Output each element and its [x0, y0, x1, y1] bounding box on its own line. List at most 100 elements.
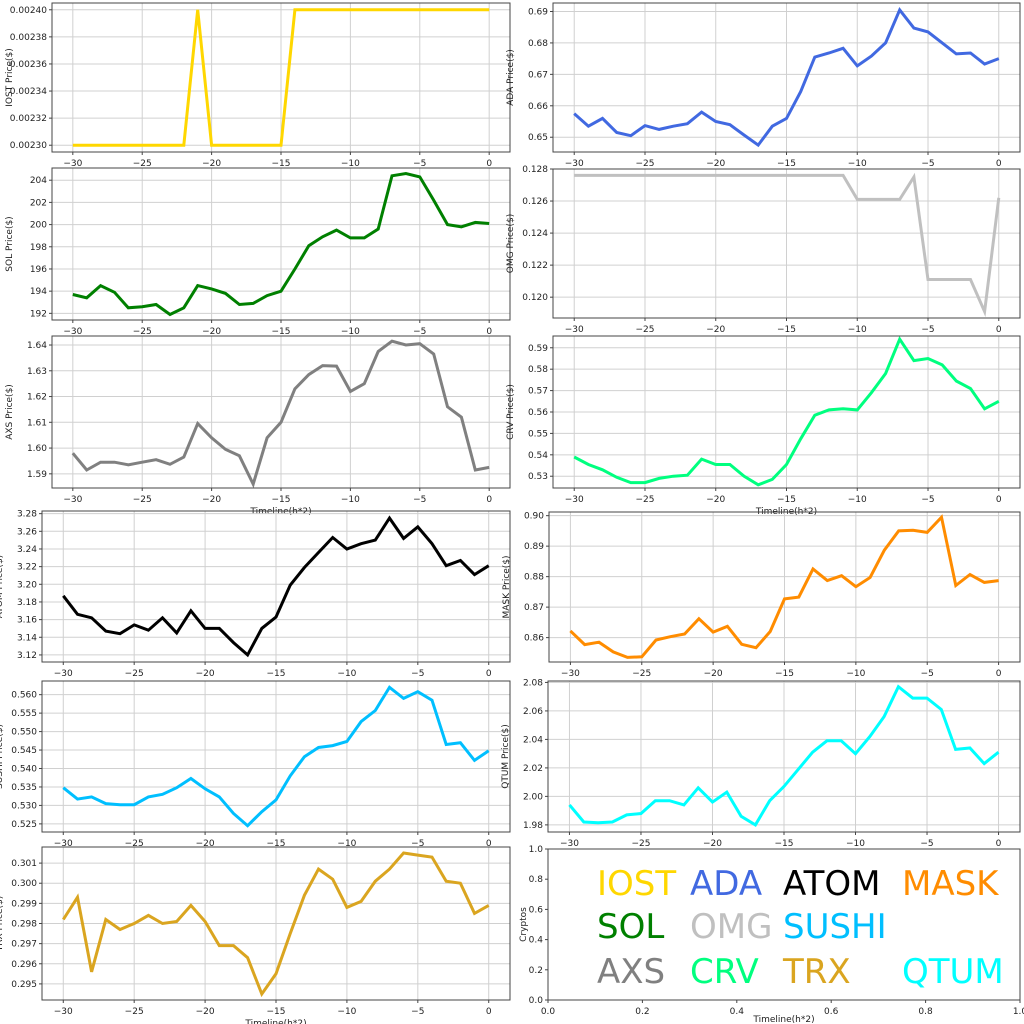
x-tick-label: −10	[337, 839, 356, 849]
x-tick-label: −5	[413, 159, 426, 169]
subplot-ada: −30 −25 −20 −15 −10 −5 0 0.65 0.66 0.67 0.68 0.69 AD…	[506, 2, 1021, 169]
y-tick-label: 0.550	[11, 728, 37, 738]
subplot-axs: −30 −25 −20 −15 −10 −5 0 1.59 1.60 1.61 1.62 1.63 1.…	[5, 335, 511, 517]
y-tick-label: 2.08	[523, 678, 543, 688]
x-tick-label: 0.0	[541, 1007, 556, 1017]
x-tick-label: 0	[996, 669, 1002, 679]
x-tick-label: −5	[413, 327, 426, 337]
x-tick-label: −10	[848, 159, 867, 169]
subplot-sol: −30 −25 −20 −15 −10 −5 0 192 194 196 198 200 202 204 S…	[5, 167, 511, 337]
y-tick-label: 1.62	[27, 393, 47, 403]
legend-entry-sol: SOL	[597, 907, 664, 947]
x-tick-label: −15	[272, 495, 291, 505]
y-tick-label: 0.525	[11, 820, 37, 830]
y-tick-label: 3.18	[17, 598, 37, 608]
x-tick-label: −25	[632, 669, 651, 679]
y-tick-label: 0.66	[528, 102, 548, 112]
y-tick-label: 0.545	[11, 746, 37, 756]
x-tick-label: 0	[996, 495, 1002, 505]
subplot-atom: −30 −25 −20 −15 −10 −5 0 3.12 3.14 3.16 3.18 3.20 3.…	[0, 510, 511, 679]
x-tick-label: 0	[996, 325, 1002, 335]
y-tick-label: 196	[30, 265, 47, 275]
x-tick-label: −25	[125, 669, 144, 679]
x-axis-label: Timeline(h*2)	[244, 1019, 306, 1024]
y-tick-label: 0.59	[528, 344, 548, 354]
y-axis-label: CRV Price($)	[506, 384, 516, 440]
x-tick-label: −30	[63, 327, 82, 337]
y-tick-label: 0.555	[11, 709, 37, 719]
y-tick-label: 0.69	[528, 7, 548, 17]
x-tick-label: −20	[196, 669, 215, 679]
price-line-qtum	[568, 684, 1000, 827]
y-tick-label: 0.67	[528, 70, 548, 80]
y-tick-label: 1.0	[529, 845, 544, 855]
x-tick-label: −15	[777, 495, 796, 505]
x-tick-label: −15	[775, 839, 794, 849]
y-tick-label: 0.0	[529, 996, 544, 1006]
y-tick-label: 1.63	[27, 367, 47, 377]
y-tick-label: 3.20	[17, 580, 37, 590]
x-axis-label: Timeline(h*2)	[249, 507, 311, 517]
x-tick-label: −15	[272, 327, 291, 337]
y-tick-label: 0.301	[11, 859, 37, 869]
subplot-crv: −30 −25 −20 −15 −10 −5 0 0.53 0.54 0.55 0.56 0.57 0.…	[506, 335, 1021, 517]
price-line-sushi	[62, 685, 490, 828]
y-tick-label: 1.98	[523, 821, 543, 831]
x-tick-label: 1.0	[1013, 1007, 1024, 1017]
legend-entry-axs: AXS	[597, 952, 665, 992]
axes-frame	[552, 2, 1021, 153]
x-tick-label: −30	[560, 839, 579, 849]
y-tick-label: 0.535	[11, 783, 37, 793]
subplot-trx: −30 −25 −20 −15 −10 −5 0 0.295 0.296 0.297 0.298 0.…	[0, 846, 511, 1024]
subplot-sushi: −30 −25 −20 −15 −10 −5 0 0.525 0.530 0.535 0.540 0.…	[0, 680, 511, 849]
y-tick-label: 3.14	[17, 633, 37, 643]
x-tick-label: −30	[63, 495, 82, 505]
x-tick-label: −5	[921, 325, 934, 335]
axes-frame	[51, 2, 511, 153]
y-tick-label: 194	[30, 287, 47, 297]
x-tick-label: 0.2	[635, 1007, 649, 1017]
y-tick-label: 0.68	[528, 39, 548, 49]
x-tick-label: −25	[631, 839, 650, 849]
legend-entry-trx: TRX	[782, 952, 851, 992]
x-tick-label: −5	[411, 839, 424, 849]
y-tick-label: 0.124	[522, 229, 548, 239]
x-tick-label: −20	[706, 495, 725, 505]
y-tick-label: 200	[30, 221, 47, 231]
price-line-crv	[573, 336, 1000, 487]
price-line-trx	[62, 851, 490, 998]
legend-entry-ada: ADA	[690, 864, 762, 904]
x-tick-label: −5	[921, 669, 934, 679]
y-tick-label: 0.00238	[10, 33, 47, 43]
y-axis-label: MASK Price($)	[502, 555, 512, 618]
price-line-axs	[71, 339, 490, 489]
x-tick-label: −10	[846, 839, 865, 849]
y-tick-label: 0.8	[529, 875, 544, 885]
y-tick-label: 0.296	[11, 960, 37, 970]
x-tick-label: −15	[775, 669, 794, 679]
price-line-ada	[573, 6, 1000, 148]
x-tick-label: −25	[635, 495, 654, 505]
x-tick-label: −20	[202, 159, 221, 169]
y-tick-label: 3.16	[17, 616, 37, 626]
x-tick-label: −30	[565, 325, 584, 335]
x-tick-label: −15	[777, 159, 796, 169]
x-tick-label: −20	[196, 839, 215, 849]
y-axis-label: TRX Price($)	[0, 896, 5, 952]
x-tick-label: −5	[411, 669, 424, 679]
axes-frame	[552, 168, 1021, 319]
subplot-qtum: −30 −25 −20 −15 −10 −5 0 1.98 2.00 2.02 2.04 2.06 2.…	[501, 678, 1021, 849]
x-tick-label: −25	[133, 327, 152, 337]
axes-frame	[41, 510, 511, 663]
x-tick-label: −20	[706, 159, 725, 169]
x-tick-label: 0	[486, 327, 492, 337]
y-tick-label: 0.56	[528, 408, 548, 418]
subplot-iost: −30 −25 −20 −15 −10 −5 0 0.00230 0.00232 0.00234 0…	[5, 2, 511, 169]
x-tick-label: −10	[846, 669, 865, 679]
y-tick-label: 0.65	[528, 133, 548, 143]
x-tick-label: −10	[337, 669, 356, 679]
subplot-mask: −30 −25 −20 −15 −10 −5 0 0.86 0.87 0.88 0.89 0.90 MA…	[502, 511, 1021, 679]
x-tick-label: 0	[486, 159, 492, 169]
y-tick-label: 0.298	[11, 920, 37, 930]
y-tick-label: 0.86	[524, 634, 544, 644]
